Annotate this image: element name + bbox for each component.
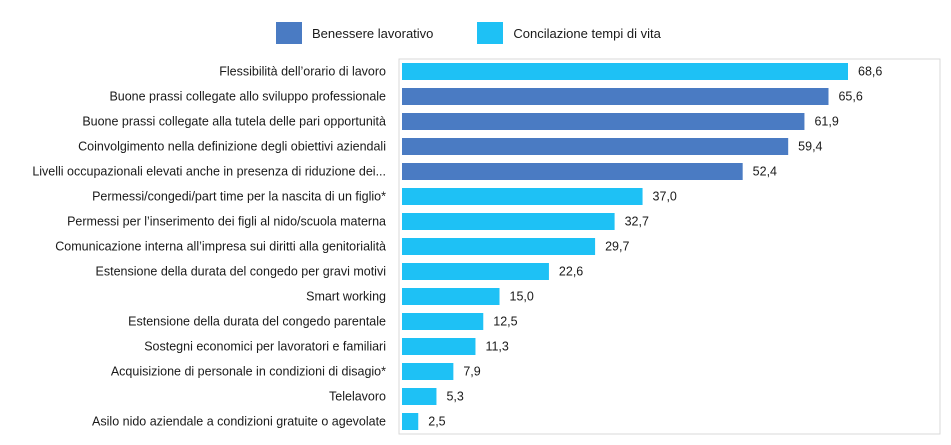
legend-swatch-benessere xyxy=(276,22,302,44)
legend-label-conciliazione: Concilazione tempi di vita xyxy=(513,25,661,41)
bar xyxy=(402,88,829,105)
bar xyxy=(402,288,500,305)
data-label: 22,6 xyxy=(559,265,583,279)
bar xyxy=(402,163,743,180)
legend-swatch-conciliazione xyxy=(477,22,504,44)
bar xyxy=(402,263,549,280)
category-label: Flessibilità dell’orario di lavoro xyxy=(219,65,386,79)
category-label: Estensione della durata del congedo per … xyxy=(96,265,386,279)
chart-legend: Benessere lavorativo Concilazione tempi … xyxy=(276,20,705,46)
category-label: Comunicazione interna all’impresa sui di… xyxy=(55,240,386,254)
category-label: Acquisizione di personale in condizioni … xyxy=(111,365,386,379)
data-label: 52,4 xyxy=(753,165,777,179)
legend-label-benessere: Benessere lavorativo xyxy=(312,25,434,41)
bar xyxy=(402,113,805,130)
category-label: Estensione della durata del congedo pare… xyxy=(128,315,386,329)
bar xyxy=(402,63,848,80)
bar xyxy=(402,138,789,155)
category-label: Livelli occupazionali elevati anche in p… xyxy=(32,165,386,179)
bar xyxy=(402,338,476,355)
data-label: 61,9 xyxy=(814,115,838,129)
plot-area-border xyxy=(398,58,941,435)
bar xyxy=(402,413,419,430)
data-label: 65,6 xyxy=(838,90,862,104)
category-label: Sostegni economici per lavoratori e fami… xyxy=(144,340,386,354)
category-label: Permessi/congedi/part time per la nascit… xyxy=(92,190,386,204)
data-label: 15,0 xyxy=(510,290,534,304)
data-label: 29,7 xyxy=(605,240,629,254)
bar xyxy=(402,238,596,255)
bar xyxy=(402,363,454,380)
data-label: 32,7 xyxy=(625,215,649,229)
category-label: Buone prassi collegate allo sviluppo pro… xyxy=(109,90,386,104)
bar xyxy=(402,313,484,330)
legend-item-conciliazione: Concilazione tempi di vita xyxy=(477,22,661,44)
bar xyxy=(402,213,615,230)
bar xyxy=(402,188,643,205)
category-label: Telelavoro xyxy=(329,390,386,404)
data-label: 7,9 xyxy=(463,365,480,379)
data-label: 68,6 xyxy=(858,65,882,79)
category-label: Permessi per l’inserimento dei figli al … xyxy=(67,215,386,229)
category-label: Smart working xyxy=(306,290,386,304)
category-label: Coinvolgimento nella definizione degli o… xyxy=(78,140,386,154)
data-label: 12,5 xyxy=(493,315,517,329)
data-label: 11,3 xyxy=(485,340,508,354)
data-label: 2,5 xyxy=(428,415,445,429)
data-label: 37,0 xyxy=(653,190,677,204)
category-label: Asilo nido aziendale a condizioni gratui… xyxy=(92,415,386,429)
data-label: 5,3 xyxy=(446,390,463,404)
bar xyxy=(402,388,437,405)
data-label: 59,4 xyxy=(798,140,822,154)
legend-item-benessere: Benessere lavorativo xyxy=(276,22,433,44)
category-label: Buone prassi collegate alla tutela delle… xyxy=(82,115,386,129)
